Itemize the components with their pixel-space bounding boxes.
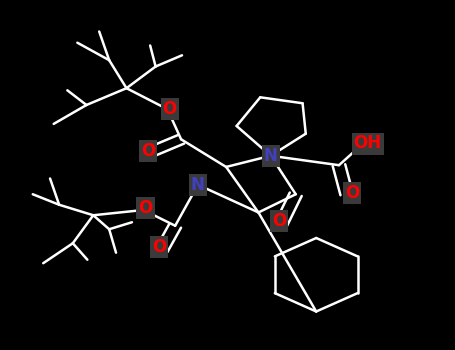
Text: O: O bbox=[162, 100, 177, 118]
Text: O: O bbox=[152, 238, 167, 257]
Text: O: O bbox=[138, 199, 153, 217]
Text: N: N bbox=[264, 147, 278, 165]
Text: O: O bbox=[272, 211, 286, 230]
Text: O: O bbox=[141, 141, 155, 160]
Text: OH: OH bbox=[354, 134, 382, 153]
Text: N: N bbox=[191, 176, 205, 194]
Text: O: O bbox=[345, 183, 359, 202]
